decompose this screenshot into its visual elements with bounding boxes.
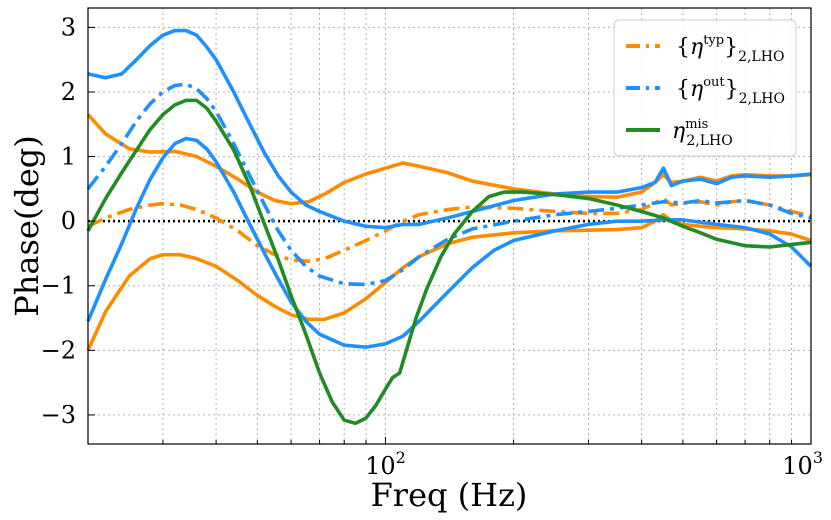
series-line-out-lower bbox=[86, 136, 813, 349]
legend-label: ηmis 2,LHO bbox=[672, 117, 733, 149]
x-tick-label: 103 bbox=[782, 448, 823, 480]
legend-label: {ηout}2,LHO bbox=[676, 75, 785, 107]
series-line-typ-center bbox=[87, 196, 812, 263]
series-group bbox=[86, 28, 813, 426]
plot-frame bbox=[87, 7, 812, 445]
ticks bbox=[87, 26, 812, 444]
legend: {ηtyp}2,LHO {ηout}2,LHO ηmis 2,LHO bbox=[613, 19, 797, 157]
y-tick-label: 1 bbox=[61, 143, 76, 171]
y-tick-label: −3 bbox=[41, 401, 76, 429]
legend-label: {ηtyp}2,LHO bbox=[676, 33, 784, 65]
y-axis-title: Phase(deg) bbox=[8, 135, 46, 316]
x-axis-title: Freq (Hz) bbox=[371, 476, 528, 514]
y-tick-label: 2 bbox=[61, 78, 76, 106]
series-line-typ-upper bbox=[86, 113, 812, 206]
legend-box bbox=[613, 19, 797, 157]
y-tick-label: −2 bbox=[41, 336, 76, 364]
tick-labels: 3 2 1 0 −1 −2 −3 102 103 bbox=[41, 13, 823, 480]
y-tick-label: 0 bbox=[61, 207, 76, 235]
y-tick-label: −1 bbox=[41, 272, 76, 300]
x-tick-label: 102 bbox=[365, 448, 406, 480]
y-tick-label: 3 bbox=[61, 13, 76, 41]
series-line-out-center bbox=[86, 82, 812, 287]
series-line-out-upper bbox=[87, 28, 812, 230]
series-line-mis bbox=[86, 98, 812, 426]
